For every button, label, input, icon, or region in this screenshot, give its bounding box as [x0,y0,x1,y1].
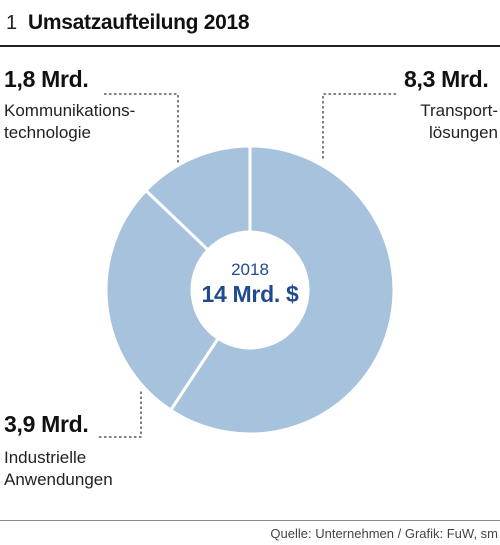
footer-rule [0,520,500,521]
slice-value-transport: 8,3 Mrd. [404,66,489,92]
source-note: Quelle: Unternehmen / Grafik: FuW, sm [270,526,498,541]
donut-chart [95,93,399,438]
figure-title: Umsatzaufteilung 2018 [28,11,250,34]
slice-value-industrie: 3,9 Mrd. [4,411,89,437]
figure-number: 1 [6,12,18,34]
slice-transport [168,144,396,436]
header-rule [0,45,500,47]
figure-header: 1 Umsatzaufteilung 2018 [0,6,500,40]
slice-industrie [104,188,221,413]
slice-name-kommunikation: Kommunikations- technologie [4,101,136,142]
center-total: 14 Mrd. $ [201,281,299,307]
slice-name-industrie: Industrielle Anwendungen [4,448,113,489]
slice-name-transport: Transport- lösungen [420,101,498,142]
center-year: 2018 [231,260,269,279]
slice-kommunikation [143,144,252,253]
leader-industrie [95,391,142,438]
slice-value-kommunikation: 1,8 Mrd. [4,66,89,92]
leader-transport [322,93,399,159]
